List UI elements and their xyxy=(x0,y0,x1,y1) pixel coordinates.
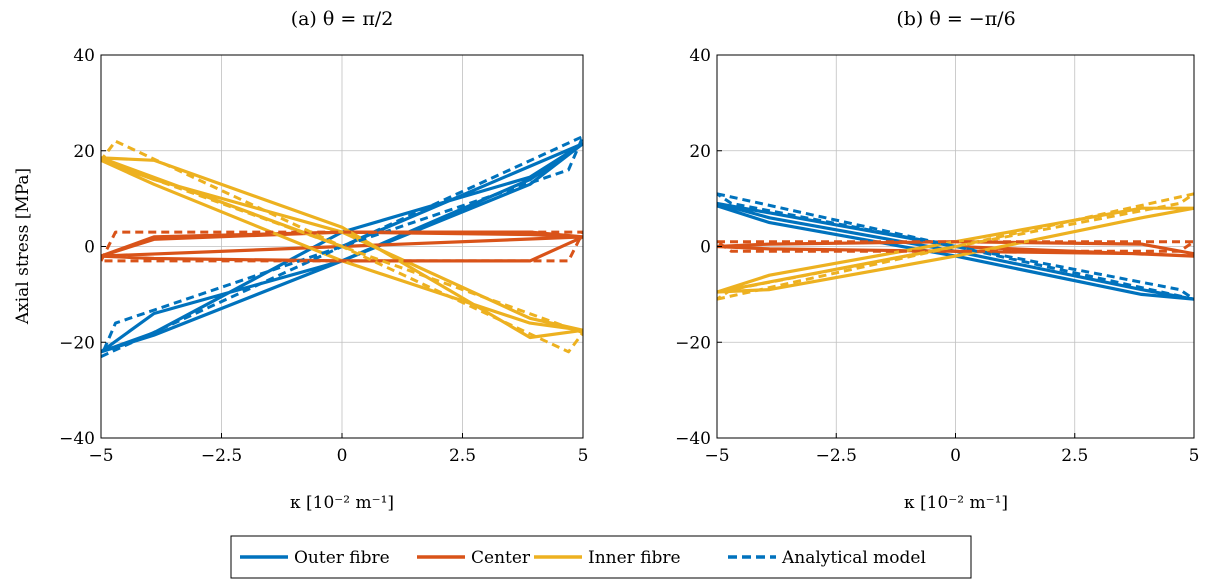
x-tick-label: −5 xyxy=(88,446,113,466)
series-line-inner-fibre xyxy=(717,206,1194,294)
panel-b-ticks: −5 −2.5 0 2.5 5 −40 −20 0 20 40 xyxy=(675,46,1199,466)
legend: Outer fibre Center Inner fibre Analytical m… xyxy=(230,535,972,579)
series-line-analytical-model xyxy=(717,192,1194,301)
x-tick-label: 5 xyxy=(578,446,589,466)
x-tick-label: 0 xyxy=(337,446,348,466)
x-tick-label: −5 xyxy=(704,446,729,466)
x-tick-label: 2.5 xyxy=(1061,446,1088,466)
y-tick-label: −20 xyxy=(59,333,95,353)
panel-a-ticks: −5 −2.5 0 2.5 5 −40 −20 0 20 40 xyxy=(59,46,588,466)
panel-a-title: (a) θ = π/2 xyxy=(291,8,394,30)
panel-a-x-axis-label: κ [10⁻² m⁻¹] xyxy=(290,493,394,513)
series-line-outer-fibre xyxy=(101,142,583,354)
x-tick-label: 0 xyxy=(950,446,961,466)
panel-b-x-axis-label: κ [10⁻² m⁻¹] xyxy=(904,493,1008,513)
y-tick-label: 20 xyxy=(689,142,711,162)
panel-a-y-axis-label: Axial stress [MPa] xyxy=(13,168,33,325)
panel-b-series xyxy=(717,192,1194,301)
y-tick-label: 40 xyxy=(689,46,711,66)
x-tick-label: −2.5 xyxy=(816,446,857,466)
series-line-analytical-4 xyxy=(101,230,583,263)
series-line-analytical-model xyxy=(101,134,583,358)
legend-box xyxy=(230,535,972,579)
series-line-analytical-5 xyxy=(101,139,583,354)
y-tick-label: 0 xyxy=(700,238,711,258)
legend-label: Outer fibre xyxy=(294,548,390,568)
series-line-analytical-4 xyxy=(717,240,1194,253)
x-tick-label: 2.5 xyxy=(449,446,476,466)
series-line-inner-fibre xyxy=(101,156,583,340)
x-tick-label: 5 xyxy=(1189,446,1200,466)
panel-a: (a) θ = π/2 −5 −2.5 0 2.5 5 −40 −20 0 20 40 κ [10… xyxy=(13,8,588,513)
panel-b-title: (b) θ = −π/6 xyxy=(896,8,1015,30)
panel-a-series xyxy=(101,134,583,358)
y-tick-label: −40 xyxy=(675,429,711,449)
y-tick-label: −40 xyxy=(59,429,95,449)
panel-b: (b) θ = −π/6 −5 −2.5 0 2.5 5 −40 −20 0 20 40 κ [1… xyxy=(675,8,1199,513)
legend-label: Center xyxy=(471,548,531,568)
legend-label: Inner fibre xyxy=(588,548,681,568)
x-tick-label: −2.5 xyxy=(201,446,242,466)
legend-label: Analytical model xyxy=(781,548,926,568)
y-tick-label: 40 xyxy=(73,46,95,66)
y-tick-label: −20 xyxy=(675,333,711,353)
y-tick-label: 20 xyxy=(73,142,95,162)
y-tick-label: 0 xyxy=(84,238,95,258)
series-line-analytical-5 xyxy=(717,192,1194,301)
